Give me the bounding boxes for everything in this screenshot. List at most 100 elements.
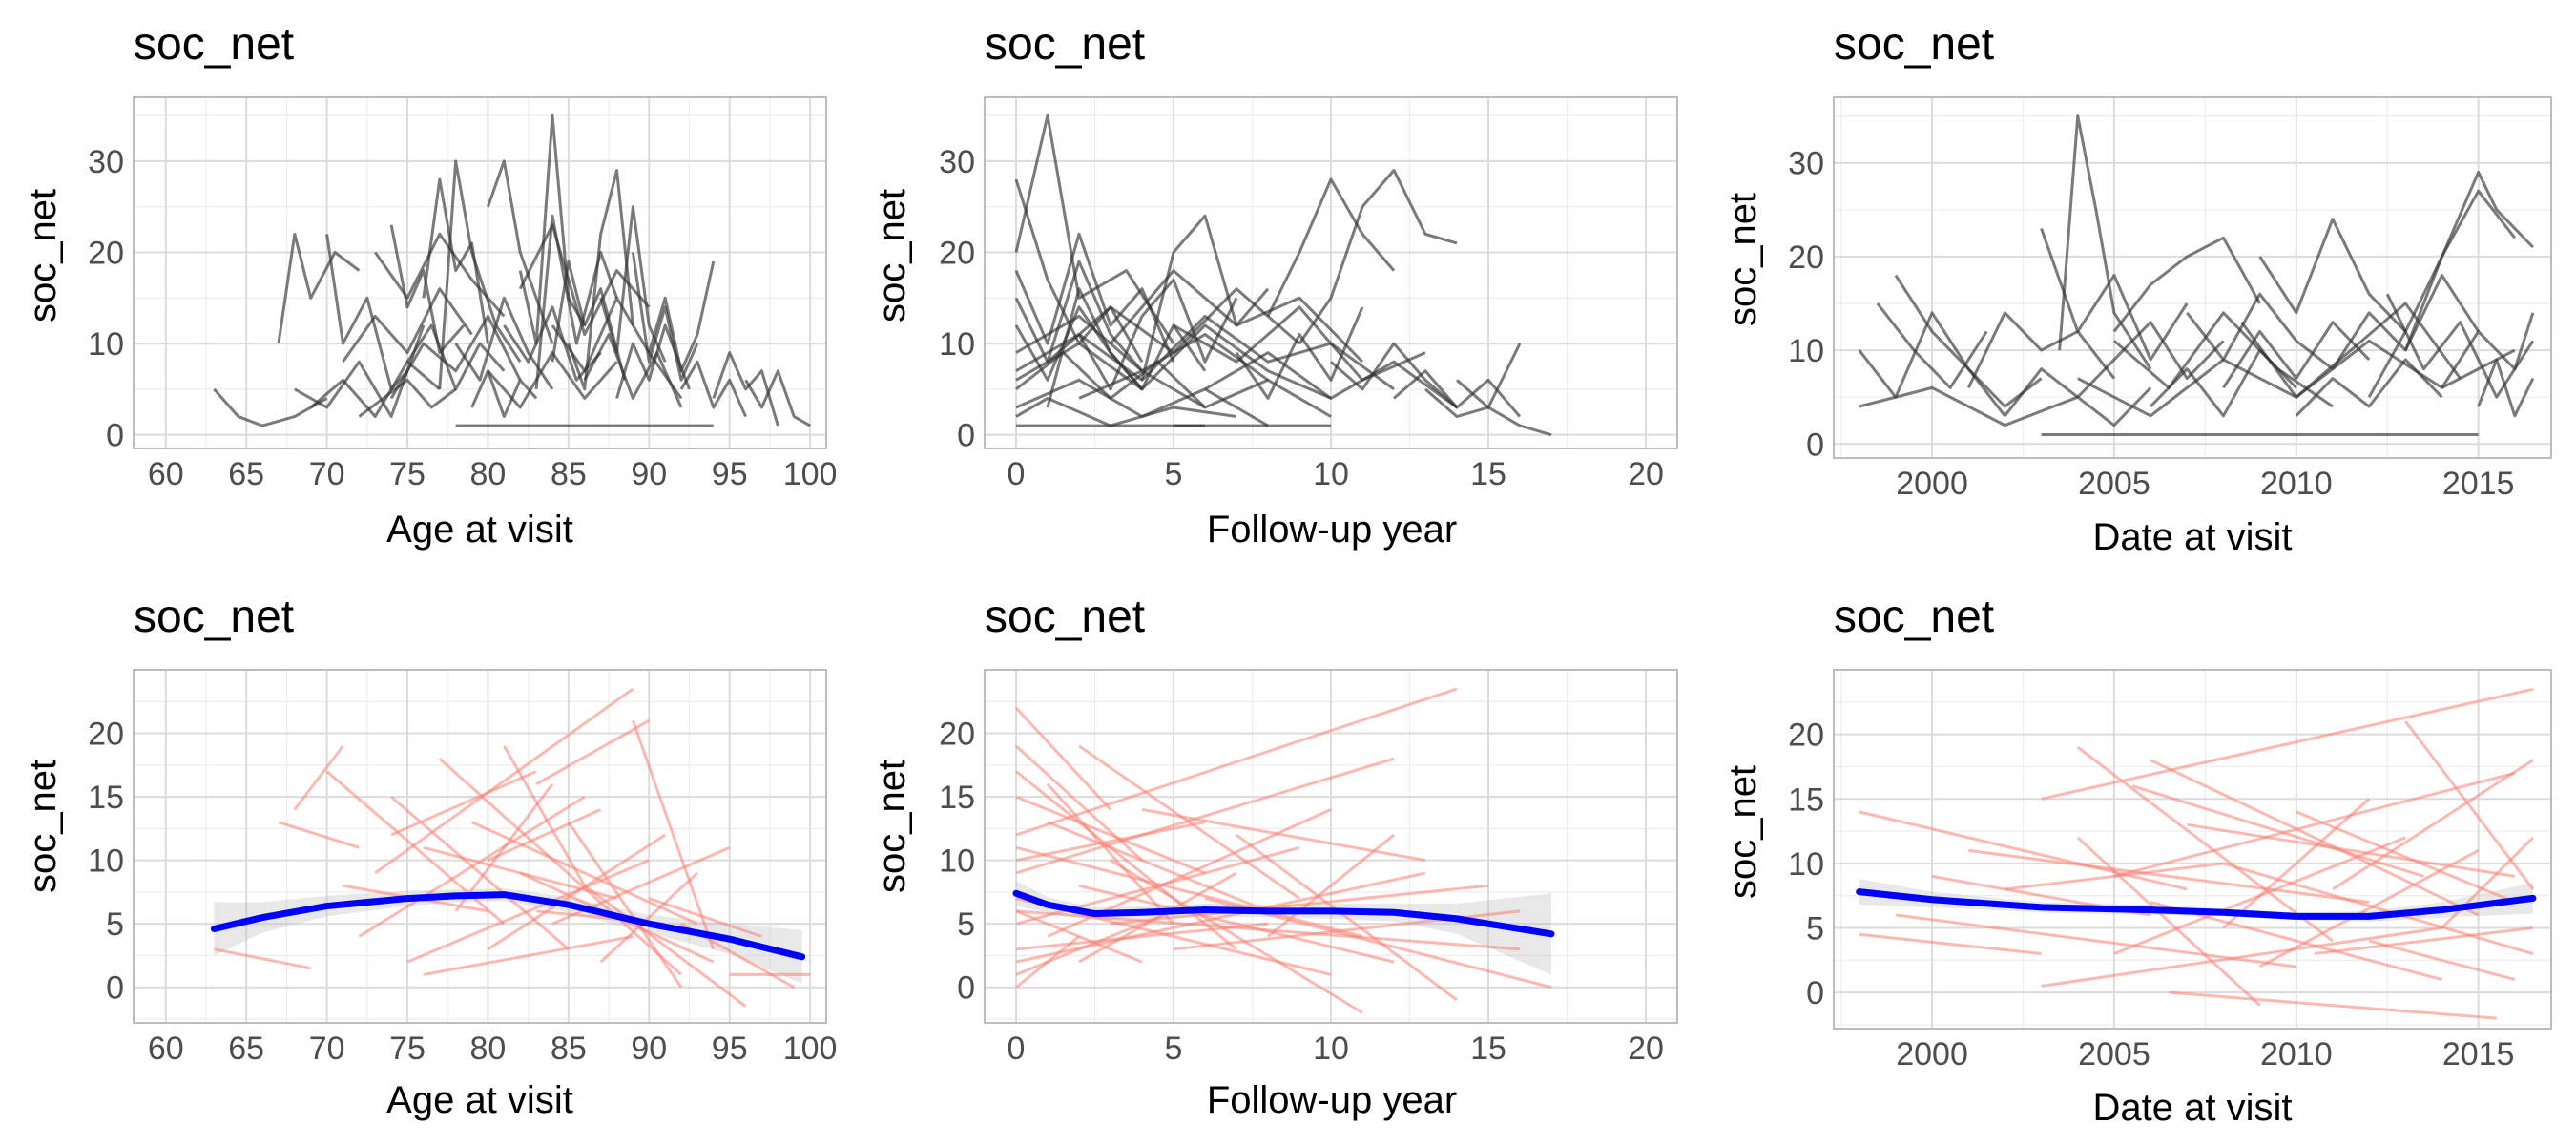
- plot-area: 0 5 10 15 20 0 10 20 30: [939, 96, 1678, 492]
- subject-line: [213, 387, 328, 427]
- subject-line: [1235, 306, 1364, 400]
- subject-line: [2332, 759, 2534, 891]
- x-tick-label: 5: [1165, 456, 1183, 492]
- x-tick-label: 2015: [2442, 1036, 2515, 1072]
- subject-line: [277, 232, 361, 344]
- x-axis-title: Follow-up year: [1207, 509, 1457, 551]
- subject-line: [2005, 862, 2224, 891]
- subject-line: [1140, 214, 1270, 381]
- plot-area: 60 65 70 75 80 85 90 95 100 0 5 10 15 20: [88, 669, 837, 1067]
- y-tick-label: 20: [939, 717, 975, 753]
- x-axis-title: Age at visit: [386, 1079, 573, 1121]
- subject-line: [712, 351, 779, 427]
- subject-line: [406, 859, 650, 964]
- subject-line: [2258, 849, 2480, 968]
- subject-line: [1047, 287, 1300, 364]
- y-axis-title: soc_net: [871, 189, 913, 323]
- subject-line: [518, 114, 587, 345]
- subject-line: [1015, 845, 1363, 938]
- x-tick-label: 20: [1628, 1030, 1664, 1067]
- subject-line: [1858, 311, 2006, 417]
- subject-line: [1014, 260, 1144, 372]
- subject-line: [1236, 833, 1458, 1002]
- subject-line: [1015, 935, 1080, 989]
- subject-line: [1015, 687, 1458, 837]
- subject-line: [2404, 720, 2535, 890]
- subject-line: [325, 234, 409, 391]
- x-axis-title: Date at visit: [2093, 1087, 2293, 1129]
- subject-line: [744, 369, 811, 427]
- subject-line: [1267, 833, 1395, 938]
- y-tick-label: 5: [106, 906, 124, 943]
- subject-line: [583, 885, 747, 1008]
- subject-line: [358, 378, 457, 418]
- subject-line: [1298, 168, 1458, 344]
- x-tick-label: 75: [389, 456, 426, 492]
- subject-line: [2403, 171, 2534, 351]
- y-tick-label: 20: [88, 717, 124, 753]
- x-tick-label: 20: [1628, 456, 1664, 492]
- y-axis-title: soc_net: [22, 189, 64, 323]
- subject-line: [2477, 358, 2535, 418]
- subject-line: [2222, 321, 2371, 389]
- y-tick-label: 20: [88, 235, 124, 271]
- subject-line: [599, 871, 698, 964]
- subject-line: [423, 935, 634, 976]
- subject-line: [1173, 305, 1426, 382]
- subject-line: [534, 214, 618, 390]
- subject-line: [2113, 771, 2516, 878]
- subject-line: [389, 314, 522, 400]
- subject-line: [2112, 311, 2334, 408]
- subject-line: [2258, 218, 2407, 333]
- subject-line: [454, 296, 554, 390]
- x-tick-label: 65: [228, 1030, 264, 1067]
- y-axis-title: soc_net: [1722, 193, 1764, 326]
- subject-line: [2150, 901, 2442, 982]
- subject-line: [2331, 274, 2480, 370]
- data-layer: [1012, 687, 1555, 1014]
- subject-line: [1078, 744, 1300, 900]
- subject-line: [1204, 351, 1458, 409]
- subject-line: [487, 808, 602, 863]
- panel-title: soc_net: [985, 19, 1145, 70]
- y-tick-label: 15: [939, 780, 975, 816]
- x-tick-label: 90: [631, 1030, 667, 1067]
- y-axis-title: soc_net: [871, 760, 913, 893]
- subject-line: [679, 360, 747, 418]
- subject-line: [2131, 784, 2424, 878]
- subject-line: [2441, 312, 2535, 389]
- x-tick-label: 75: [389, 1030, 426, 1067]
- x-axis-title: Age at visit: [386, 509, 573, 551]
- panel-fit-date: soc_net 2000 2005 2010 2015 0 5 10 15 20 Date at…: [1722, 592, 2552, 1129]
- subject-line: [390, 770, 537, 837]
- data-layer: [1856, 687, 2537, 1020]
- panel-raw-fu: soc_net 0 5 10 15 20 0 10 20 30 Follow-up year s…: [871, 19, 1678, 551]
- subject-line: [374, 232, 506, 318]
- y-tick-label: 15: [88, 780, 124, 816]
- subject-line: [631, 252, 699, 382]
- subject-line: [1046, 287, 1207, 408]
- y-tick-label: 10: [88, 326, 124, 363]
- x-tick-label: 15: [1470, 456, 1506, 492]
- plot-area: 2000 2005 2010 2015 0 10 20 30: [1788, 96, 2552, 502]
- subject-line: [214, 947, 312, 970]
- subject-line: [1330, 342, 1458, 409]
- subject-line: [2441, 836, 2534, 929]
- y-tick-label: 10: [88, 843, 124, 880]
- subject-line: [1876, 302, 1988, 389]
- x-tick-label: 95: [712, 456, 748, 492]
- subject-line: [1047, 821, 1269, 913]
- x-tick-label: 2015: [2442, 466, 2515, 502]
- x-tick-label: 80: [470, 1030, 507, 1067]
- panel-title: soc_net: [1834, 592, 1994, 642]
- x-tick-label: 2005: [2078, 1036, 2150, 1072]
- subject-line: [551, 296, 683, 400]
- subject-line: [309, 360, 441, 419]
- panel-border: [1833, 669, 2552, 1030]
- y-tick-label: 20: [939, 235, 975, 271]
- plot-area: 2000 2005 2010 2015 0 5 10 15 20: [1788, 669, 2552, 1072]
- subject-line: [631, 719, 716, 950]
- subject-line: [648, 897, 762, 938]
- subject-line: [438, 159, 522, 389]
